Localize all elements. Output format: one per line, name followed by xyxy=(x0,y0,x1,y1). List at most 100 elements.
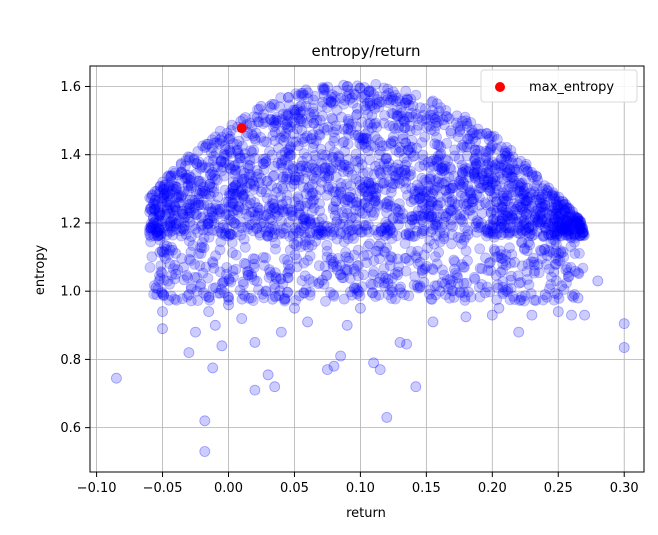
scatter-point xyxy=(282,267,294,279)
scatter-point xyxy=(156,245,168,257)
scatter-point xyxy=(458,261,469,273)
scatter-point xyxy=(392,266,404,278)
scatter-point xyxy=(144,261,156,273)
scatter-point xyxy=(169,180,181,192)
scatter-point xyxy=(525,288,537,300)
scatter-point xyxy=(486,190,498,202)
scatter-point xyxy=(345,225,357,236)
scatter-point xyxy=(230,179,242,191)
scatter-point xyxy=(410,252,422,264)
scatter-point xyxy=(508,175,520,187)
scatter-point xyxy=(159,239,170,251)
scatter-point xyxy=(280,109,292,121)
scatter-point xyxy=(234,152,246,164)
scatter-point xyxy=(191,158,203,170)
scatter-point xyxy=(250,127,262,139)
scatter-point xyxy=(376,140,388,152)
scatter-point xyxy=(459,222,471,234)
scatter-point xyxy=(474,291,486,303)
scatter-point xyxy=(430,230,442,242)
scatter-point xyxy=(560,223,572,235)
scatter-point xyxy=(263,202,275,214)
scatter-point xyxy=(400,137,412,149)
scatter-point xyxy=(469,172,481,184)
scatter-point xyxy=(325,96,337,108)
scatter-point xyxy=(562,215,573,227)
scatter-point xyxy=(495,222,506,234)
scatter-point xyxy=(314,129,326,141)
scatter-point xyxy=(436,221,448,233)
scatter-point xyxy=(360,104,372,115)
scatter-point xyxy=(344,191,355,203)
scatter-point xyxy=(428,109,439,121)
scatter-point xyxy=(217,161,229,173)
scatter-point xyxy=(211,137,223,149)
scatter-point xyxy=(257,118,269,129)
scatter-point xyxy=(292,112,304,123)
scatter-point xyxy=(480,225,492,237)
scatter-point xyxy=(197,224,209,236)
scatter-point xyxy=(306,132,318,144)
scatter-point xyxy=(446,182,458,194)
scatter-point xyxy=(341,194,352,205)
scatter-point xyxy=(319,84,331,95)
scatter-point xyxy=(200,290,212,302)
scatter-point xyxy=(154,181,166,193)
scatter-point xyxy=(441,111,453,122)
scatter-point xyxy=(618,342,630,353)
scatter-point xyxy=(456,159,468,171)
scatter-point xyxy=(553,191,565,203)
scatter-point xyxy=(479,287,491,299)
scatter-point xyxy=(321,270,333,281)
scatter-point xyxy=(176,190,187,202)
scatter-point xyxy=(260,156,271,168)
scatter-point xyxy=(532,216,544,228)
scatter-point xyxy=(561,261,573,273)
scatter-point xyxy=(242,266,254,278)
scatter-point xyxy=(407,151,419,163)
x-tick-label: 0.05 xyxy=(280,481,309,496)
scatter-point xyxy=(290,88,302,99)
scatter-point xyxy=(251,111,263,123)
scatter-point xyxy=(270,243,281,255)
x-tick-label: −0.05 xyxy=(143,481,183,496)
scatter-point xyxy=(382,219,393,231)
scatter-point xyxy=(460,162,471,174)
scatter-point xyxy=(282,108,294,120)
scatter-point xyxy=(511,216,523,228)
scatter-point xyxy=(552,199,564,211)
scatter-point xyxy=(241,208,252,220)
scatter-point xyxy=(445,127,457,139)
scatter-point xyxy=(204,212,216,224)
max-entropy-point xyxy=(236,123,247,134)
scatter-point xyxy=(520,218,532,230)
scatter-point xyxy=(275,125,287,137)
scatter-point xyxy=(502,227,514,239)
scatter-point xyxy=(249,384,261,396)
scatter-point xyxy=(348,283,360,295)
scatter-point xyxy=(368,255,380,267)
scatter-point xyxy=(195,241,206,253)
scatter-point xyxy=(302,241,314,253)
scatter-point xyxy=(504,242,515,254)
scatter-point xyxy=(155,266,167,278)
y-tick-label: 1.6 xyxy=(60,80,81,95)
scatter-point xyxy=(530,205,542,217)
scatter-point xyxy=(412,205,424,217)
scatter-point xyxy=(340,229,352,241)
scatter-point xyxy=(529,211,541,223)
scatter-point xyxy=(151,230,163,242)
scatter-point xyxy=(476,263,488,275)
scatter-point xyxy=(361,257,373,269)
scatter-point xyxy=(425,124,437,136)
scatter-point xyxy=(484,144,496,156)
scatter-point xyxy=(363,178,375,190)
scatter-point xyxy=(380,198,392,209)
scatter-point xyxy=(208,150,220,162)
scatter-point xyxy=(261,192,273,204)
scatter-point xyxy=(358,138,370,150)
scatter-point xyxy=(286,180,297,192)
scatter-point xyxy=(218,150,230,162)
scatter-point xyxy=(164,188,176,200)
